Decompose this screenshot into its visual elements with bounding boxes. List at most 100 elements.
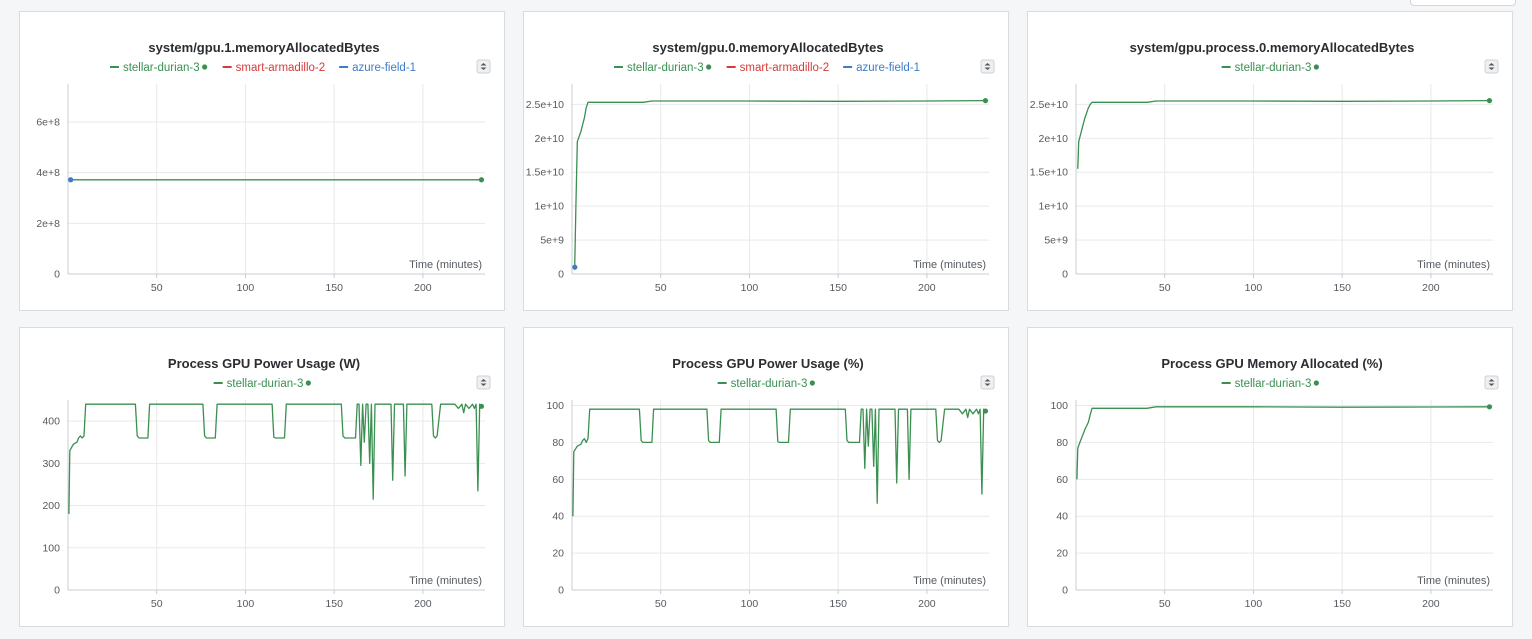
y-axis: 0 5e+9 1e+10 1.5e+10 2e+10 2.5e+10 [1030, 99, 1493, 281]
y-tick-label: 0 [1062, 585, 1068, 597]
legend-active-dot [1313, 380, 1319, 386]
legend-expand-icon[interactable] [1484, 59, 1499, 74]
series-end-point-stellar-durian-3 [982, 98, 989, 104]
legend-expand-icon[interactable] [1484, 375, 1499, 390]
series-line-stellar-durian-3[interactable] [572, 408, 986, 517]
series-end-point-stellar-durian-3 [1486, 98, 1493, 104]
legend-item-azure-field-1[interactable]: azure-field-1 [843, 62, 920, 74]
legend-expand-arrows [984, 63, 991, 70]
y-tick-label: 1e+10 [1039, 201, 1069, 213]
chart-svg: Process GPU Memory Allocated (%) stellar-… [1050, 356, 1499, 610]
y-axis: 0 20 40 60 80 100 [1050, 400, 1493, 597]
legend: stellar-durian-3 [213, 378, 311, 390]
y-tick-label: 20 [552, 548, 564, 560]
x-tick-label: 100 [1245, 598, 1263, 610]
chart-panel-gpu-process0-memory-bytes: system/gpu.process.0.memoryAllocatedByte… [1027, 11, 1513, 311]
y-tick-label: 0 [558, 585, 564, 597]
y-tick-label: 60 [552, 474, 564, 486]
legend-item-stellar-durian-3[interactable]: stellar-durian-3 [1221, 378, 1319, 390]
legend-expand-icon[interactable] [980, 375, 995, 390]
series-group [1077, 98, 1493, 169]
x-tick-label: 100 [741, 598, 759, 610]
legend-label: smart-armadillo-2 [740, 62, 829, 74]
x-tick-label: 150 [1333, 282, 1351, 294]
legend-item-azure-field-1[interactable]: azure-field-1 [339, 62, 416, 74]
legend-item-stellar-durian-3[interactable]: stellar-durian-3 [1221, 62, 1319, 74]
series-end-point-azure-field-1 [572, 264, 578, 270]
legend-label: stellar-durian-3 [1235, 378, 1312, 390]
legend-item-stellar-durian-3[interactable]: stellar-durian-3 [213, 378, 311, 390]
x-tick-label: 100 [1245, 282, 1263, 294]
legend-active-dot [1313, 64, 1319, 70]
series-line-stellar-durian-3[interactable] [1077, 99, 1490, 169]
legend-expand-box [980, 59, 995, 74]
y-tick-label: 0 [558, 269, 564, 281]
legend-item-stellar-durian-3[interactable]: stellar-durian-3 [109, 62, 208, 74]
legend-label: azure-field-1 [856, 62, 920, 74]
series-line-stellar-durian-3[interactable] [574, 99, 986, 268]
y-tick-label: 40 [1056, 511, 1068, 523]
chart-panel-gpu1-memory-bytes: system/gpu.1.memoryAllocatedBytes stellar… [19, 11, 505, 311]
series-group [572, 408, 989, 517]
chart-title: system/gpu.process.0.memoryAllocatedByte… [1130, 40, 1415, 55]
y-tick-label: 0 [54, 269, 60, 281]
x-tick-label: 150 [829, 282, 847, 294]
series-line-stellar-durian-3[interactable] [68, 403, 482, 515]
chart-panel-gpu0-memory-bytes: system/gpu.0.memoryAllocatedBytes stellar… [523, 11, 1009, 311]
legend-item-smart-armadillo-2[interactable]: smart-armadillo-2 [222, 62, 325, 74]
x-tick-label: 50 [1159, 282, 1171, 294]
x-axis-label: Time (minutes) [913, 259, 986, 271]
legend-expand-arrows [480, 63, 487, 70]
x-tick-label: 200 [1422, 598, 1440, 610]
series-group [68, 177, 485, 183]
y-tick-label: 300 [42, 458, 60, 470]
legend: stellar-durian-3 smart-armadillo-2 azure-f… [613, 62, 920, 74]
legend-item-stellar-durian-3[interactable]: stellar-durian-3 [613, 62, 712, 74]
y-tick-label: 5e+9 [1044, 235, 1068, 247]
x-tick-label: 200 [414, 282, 432, 294]
y-tick-label: 100 [1050, 400, 1068, 412]
series-line-stellar-durian-3[interactable] [1076, 406, 1490, 480]
legend-item-smart-armadillo-2[interactable]: smart-armadillo-2 [726, 62, 829, 74]
series-group [68, 403, 485, 515]
x-tick-label: 50 [151, 598, 163, 610]
legend-item-stellar-durian-3[interactable]: stellar-durian-3 [717, 378, 815, 390]
y-tick-label: 80 [552, 437, 564, 449]
legend-label: stellar-durian-3 [731, 378, 808, 390]
x-axis-label: Time (minutes) [1417, 259, 1490, 271]
legend-label: stellar-durian-3 [123, 62, 200, 74]
legend: stellar-durian-3 smart-armadillo-2 azure-f… [109, 62, 416, 74]
chart-svg: system/gpu.0.memoryAllocatedBytes stellar… [526, 40, 995, 294]
y-tick-label: 100 [42, 542, 60, 554]
y-axis: 0 20 40 60 80 100 [546, 400, 989, 597]
x-tick-label: 150 [325, 282, 343, 294]
legend-label: stellar-durian-3 [627, 62, 704, 74]
legend-expand-box [476, 59, 491, 74]
y-tick-label: 2.5e+10 [526, 99, 564, 111]
y-tick-label: 20 [1056, 548, 1068, 560]
legend: stellar-durian-3 [717, 378, 815, 390]
chart-title: system/gpu.1.memoryAllocatedBytes [148, 40, 379, 55]
y-axis: 0 5e+9 1e+10 1.5e+10 2e+10 2.5e+10 [526, 99, 989, 281]
legend-expand-icon[interactable] [476, 59, 491, 74]
legend-expand-icon[interactable] [476, 375, 491, 390]
top-control-button[interactable] [1410, 0, 1516, 6]
x-tick-label: 150 [325, 598, 343, 610]
y-axis: 0 100 200 300 400 [42, 416, 485, 597]
series-group [572, 98, 989, 270]
y-tick-label: 1e+10 [535, 201, 565, 213]
y-tick-label: 80 [1056, 437, 1068, 449]
chart-title: Process GPU Power Usage (%) [672, 356, 863, 371]
legend-expand-arrows [984, 379, 991, 386]
y-tick-label: 1.5e+10 [1030, 167, 1068, 179]
legend-expand-box [1484, 375, 1499, 390]
x-tick-label: 150 [829, 598, 847, 610]
chart-svg: system/gpu.process.0.memoryAllocatedByte… [1030, 40, 1499, 294]
y-tick-label: 2e+8 [36, 218, 60, 230]
legend-active-dot [202, 64, 208, 70]
legend-expand-icon[interactable] [980, 59, 995, 74]
y-tick-label: 6e+8 [36, 117, 60, 129]
x-axis: 50 100 150 200 [655, 400, 936, 610]
x-tick-label: 100 [237, 598, 255, 610]
x-tick-label: 100 [741, 282, 759, 294]
